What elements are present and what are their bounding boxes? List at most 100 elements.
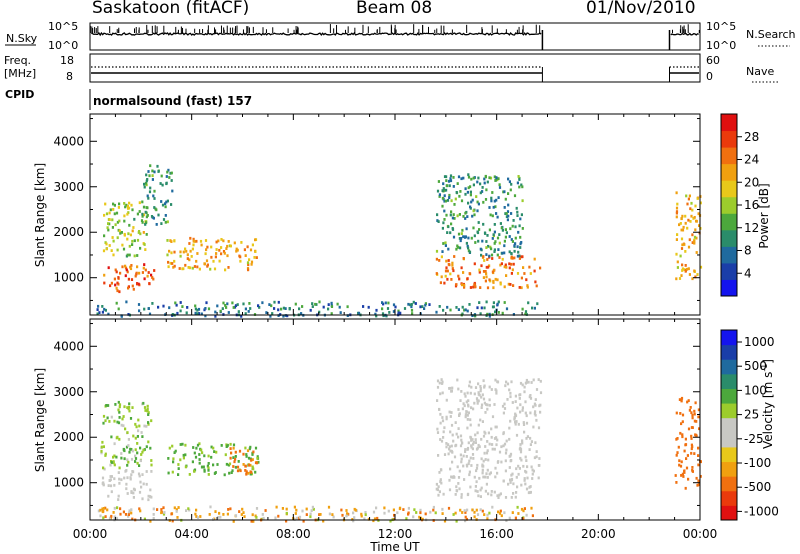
scatter-cell [249, 463, 252, 467]
scatter-cell [531, 468, 534, 472]
scatter-cell [294, 302, 297, 306]
scatter-cell [373, 517, 377, 521]
scatter-cell [123, 214, 126, 218]
scatter-cell [454, 421, 457, 424]
scatter-cell [383, 506, 386, 510]
scatter-cell [489, 213, 492, 217]
scatter-cell [175, 510, 178, 513]
scatter-cell [676, 202, 679, 206]
scatter-cell [114, 223, 117, 227]
scatter-cell [360, 514, 363, 518]
scatter-cell [537, 426, 541, 430]
scatter-cell [471, 453, 475, 456]
scatter-cell [170, 179, 173, 182]
scatter-cell [468, 380, 471, 384]
scatter-cell [448, 488, 452, 492]
scatter-cell [503, 402, 506, 406]
scatter-cell [682, 475, 685, 478]
scatter-cell [254, 250, 257, 253]
scatter-cell [143, 424, 146, 428]
scatter-cell [496, 236, 500, 240]
scatter-cell [393, 513, 396, 517]
scatter-cell [190, 255, 193, 258]
scatter-cell [111, 226, 114, 229]
scatter-cell [498, 450, 502, 454]
scatter-cell [690, 201, 693, 205]
colorbar-tick-label: 12 [744, 221, 759, 235]
scatter-cell [146, 409, 149, 413]
scatter-cell [214, 310, 217, 314]
colorbar-swatch [721, 114, 737, 132]
scatter-cell [153, 269, 156, 272]
scatter-cell [174, 449, 177, 453]
scatter-cell [465, 400, 468, 404]
scatter-cell [531, 477, 534, 480]
scatter-cell [489, 176, 493, 180]
scatter-cell [476, 200, 479, 204]
scatter-cell [175, 508, 178, 511]
scatter-cell [439, 438, 442, 441]
scatter-cell [138, 474, 141, 478]
scatter-cell [126, 492, 129, 495]
scatter-cell [151, 169, 154, 173]
scatter-cell [124, 469, 127, 473]
scatter-cell [493, 199, 496, 203]
scatter-cell [301, 305, 304, 308]
freq-label-line2: [MHz] [4, 67, 36, 80]
scatter-cell [477, 176, 480, 180]
scatter-cell [424, 302, 427, 305]
scatter-cell [488, 278, 491, 282]
colorbar-tick-label: 24 [744, 153, 759, 167]
scatter-cell [113, 506, 116, 510]
scatter-cell [203, 469, 206, 473]
scatter-cell [164, 205, 167, 209]
scatter-cell [229, 456, 232, 460]
scatter-cell [208, 513, 211, 516]
scatter-cell [131, 284, 134, 288]
scatter-cell [105, 212, 109, 216]
scatter-cell [137, 303, 141, 306]
scatter-cell [508, 466, 511, 469]
scatter-cell [220, 238, 223, 241]
scatter-cell [535, 455, 538, 459]
scatter-cell [436, 219, 439, 222]
scatter-cell [384, 301, 387, 305]
scatter-cell [493, 447, 496, 451]
scatter-cell [695, 476, 698, 480]
scatter-cell [118, 219, 121, 223]
scatter-cell [188, 258, 191, 262]
scatter-cell [488, 312, 491, 316]
scatter-cell [236, 248, 239, 252]
scatter-cell [160, 222, 163, 225]
scatter-cell [147, 196, 150, 200]
scatter-cell [491, 447, 494, 451]
scatter-cell [332, 515, 335, 519]
scatter-cell [481, 186, 484, 189]
scatter-cell [364, 511, 367, 514]
scatter-cell [204, 314, 207, 318]
scatter-cell [503, 244, 506, 248]
scatter-cell [176, 311, 179, 315]
scatter-cell [691, 277, 694, 281]
scatter-cell [133, 239, 136, 243]
scatter-cell [162, 512, 166, 516]
scatter-cell [508, 388, 511, 392]
scatter-cell [172, 457, 175, 461]
scatter-cell [429, 510, 432, 514]
scatter-cell [213, 472, 216, 475]
scatter-cell [120, 315, 123, 318]
scatter-cell [681, 228, 685, 232]
scatter-cell [215, 252, 218, 255]
scatter-cell [254, 470, 257, 474]
scatter-cell [491, 505, 494, 509]
scatter-cell [479, 508, 482, 512]
scatter-cell [522, 509, 525, 513]
scatter-cell [144, 409, 147, 412]
scatter-cell [207, 466, 210, 470]
scatter-cell [513, 417, 516, 421]
scatter-cell [244, 307, 247, 311]
scatter-cell [115, 286, 118, 290]
scatter-cell [523, 272, 526, 275]
scatter-cell [250, 458, 253, 462]
scatter-cell [130, 457, 134, 461]
